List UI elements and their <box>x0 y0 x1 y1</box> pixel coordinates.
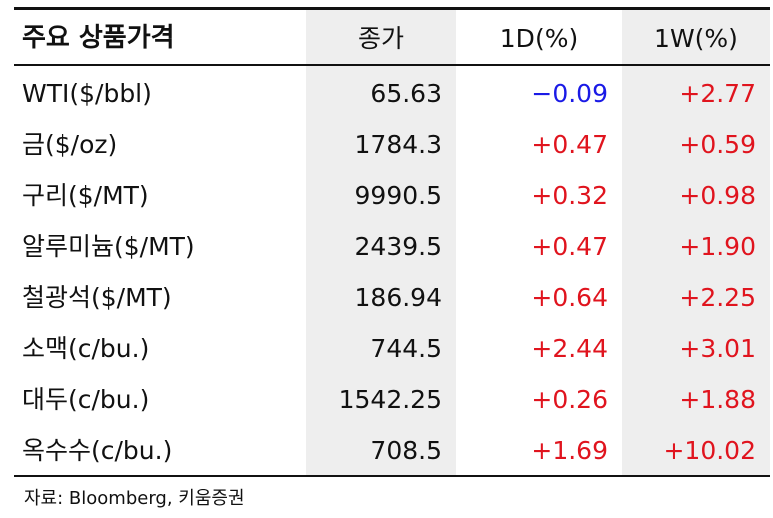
row-1d: +2.44 <box>531 334 608 363</box>
table-row: 대두(c/bu.) 1542.25 +0.26 +1.88 <box>14 374 770 425</box>
row-close: 1542.25 <box>338 385 442 414</box>
row-1w: +1.88 <box>679 385 756 414</box>
table-row: 소맥(c/bu.) 744.5 +2.44 +3.01 <box>14 323 770 374</box>
header-row: 주요 상품가격 종가 1D(%) 1W(%) <box>14 13 770 63</box>
row-name: 구리($/MT) <box>22 181 149 210</box>
row-close: 9990.5 <box>354 181 442 210</box>
table-row: 구리($/MT) 9990.5 +0.32 +0.98 <box>14 170 770 221</box>
header-1d: 1D(%) <box>499 23 579 53</box>
row-close: 2439.5 <box>354 232 442 261</box>
row-name: WTI($/bbl) <box>22 79 152 108</box>
row-close: 744.5 <box>370 334 442 363</box>
table-row: 알루미늄($/MT) 2439.5 +0.47 +1.90 <box>14 221 770 272</box>
row-1d: +1.69 <box>531 436 608 465</box>
row-1w: +10.02 <box>663 436 756 465</box>
row-1d: +0.32 <box>531 181 608 210</box>
row-name: 대두(c/bu.) <box>22 385 150 414</box>
table-row: 금($/oz) 1784.3 +0.47 +0.59 <box>14 119 770 170</box>
row-1w: +0.59 <box>679 130 756 159</box>
row-1w: +0.98 <box>679 181 756 210</box>
row-1d: +0.26 <box>531 385 608 414</box>
row-name: 알루미늄($/MT) <box>22 232 195 261</box>
table-row: 철광석($/MT) 186.94 +0.64 +2.25 <box>14 272 770 323</box>
header-1w: 1W(%) <box>654 23 738 53</box>
row-1d: −0.09 <box>531 79 608 108</box>
1w-column-band <box>622 7 770 477</box>
row-name: 금($/oz) <box>22 130 118 159</box>
header-rule <box>14 64 770 66</box>
row-name: 소맥(c/bu.) <box>22 334 150 363</box>
row-name: 옥수수(c/bu.) <box>22 436 173 465</box>
row-close: 65.63 <box>370 79 442 108</box>
row-1d: +0.47 <box>531 232 608 261</box>
row-name: 철광석($/MT) <box>22 283 172 312</box>
bottom-rule <box>14 475 770 477</box>
row-1w: +1.90 <box>679 232 756 261</box>
table-row: WTI($/bbl) 65.63 −0.09 +2.77 <box>14 68 770 119</box>
row-1w: +3.01 <box>679 334 756 363</box>
table-row: 옥수수(c/bu.) 708.5 +1.69 +10.02 <box>14 425 770 476</box>
row-1w: +2.25 <box>679 283 756 312</box>
top-rule <box>14 7 770 10</box>
header-close: 종가 <box>357 23 404 53</box>
row-1w: +2.77 <box>679 79 756 108</box>
row-close: 1784.3 <box>354 130 442 159</box>
row-close: 708.5 <box>370 436 442 465</box>
row-close: 186.94 <box>354 283 442 312</box>
row-1d: +0.64 <box>531 283 608 312</box>
close-column-band <box>306 7 456 477</box>
row-1d: +0.47 <box>531 130 608 159</box>
header-name: 주요 상품가격 <box>22 23 175 53</box>
source-note: 자료: Bloomberg, 키움증권 <box>24 488 245 509</box>
